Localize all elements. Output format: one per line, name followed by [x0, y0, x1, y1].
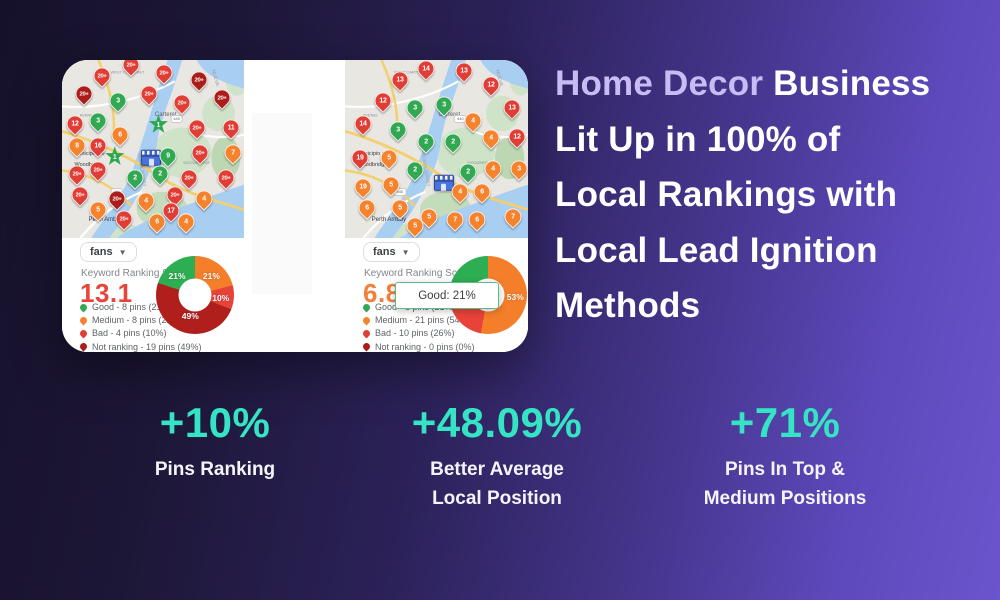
ranking-summary-before: fans ▼ Keyword Ranking Score 13.1 Good -… [62, 238, 244, 352]
legend-label: Medium - 8 pins (21%) [92, 315, 183, 326]
legend-item: Bad - 10 pins (26%) [361, 328, 475, 339]
headline-text: Lit Up in 100% of [555, 119, 841, 159]
legend-label: Bad - 4 pins (10%) [92, 328, 167, 339]
headline-text: Business [763, 64, 931, 103]
headline-line: Lit Up in 100% of [555, 112, 985, 168]
legend-pin-icon [78, 341, 89, 352]
chart-tooltip: Good: 21% [395, 282, 499, 309]
comparison-card: WEST CARTERETNUEVAAVENELCarteretMunicipi… [62, 60, 528, 352]
kpi-stat-0: +10% Pins Ranking [70, 399, 360, 484]
map-panel-before: WEST CARTERETNUEVAAVENELCarteretMunicipi… [62, 60, 244, 352]
legend-pin-icon [78, 328, 89, 339]
legend-item: Good - 8 pins (21%) [78, 302, 202, 312]
keyword-dropdown-label: fans [90, 246, 113, 258]
legend-label: Not ranking - 19 pins (49%) [92, 341, 202, 352]
road-shield-badge: 440 [170, 114, 183, 123]
card-divider [244, 60, 345, 352]
kpi-label: Pins Ranking [154, 459, 276, 480]
legend-pin-icon [361, 341, 372, 352]
kpi-stat-2: +71% Pins In Top & Medium Positions [652, 399, 918, 513]
headline-line: Methods [555, 278, 985, 334]
donut-percent-label: 21% [202, 270, 220, 281]
legend-label: Bad - 10 pins (26%) [375, 328, 455, 339]
chevron-down-icon: ▼ [401, 247, 410, 257]
legend-label: Medium - 21 pins (54%) [375, 315, 471, 326]
legend-pin-icon [361, 328, 372, 339]
kpi-row: +10% Pins Ranking +48.09% Better Average Loc… [0, 399, 1000, 539]
geo-grid-map-before[interactable]: WEST CARTERETNUEVAAVENELCarteretMunicipi… [62, 60, 244, 238]
keyword-ranking-score: 6.8 [363, 278, 401, 308]
donut-percent-label: 53% [506, 292, 524, 303]
keyword-dropdown[interactable]: fans ▼ [80, 242, 137, 262]
donut-hole [178, 278, 212, 312]
donut-percent-label: 21% [168, 271, 186, 282]
page-title: Home Decor Business Lit Up in 100% of Loca… [555, 56, 985, 334]
map-panel-after: WEST CARTERET NUEVA AVENEL Carteret Municipi… [345, 60, 528, 352]
legend-item: Not ranking - 0 pins (0%) [361, 341, 475, 352]
headline-line: Home Decor Business [555, 56, 985, 112]
kpi-value: +10% [159, 399, 271, 446]
legend-pin-icon [361, 315, 372, 326]
donut-percent-label: 10% [212, 293, 230, 304]
legend-item: Bad - 4 pins (10%) [78, 328, 202, 339]
score-title: Keyword Ranking Score [81, 268, 189, 279]
kpi-label: Pins In Top & Medium Positions [703, 459, 867, 509]
pin-legend: Good - 8 pins (21%) Medium - 8 pins (21%)… [78, 302, 202, 352]
ranking-summary-after: fans ▼ Keyword Ranking Score 6.8 Good - … [345, 238, 528, 352]
legend-item: Medium - 21 pins (54%) [361, 315, 475, 326]
headline-line: Local Lead Ignition [555, 223, 985, 279]
ranking-donut-chart[interactable]: 21% 21% 10% 49% [156, 256, 234, 334]
legend-item: Medium - 8 pins (21%) [78, 315, 202, 326]
keyword-dropdown-label: fans [373, 246, 396, 258]
keyword-dropdown[interactable]: fans ▼ [363, 242, 420, 262]
legend-label: Not ranking - 0 pins (0%) [375, 341, 475, 352]
business-location-icon[interactable] [141, 149, 162, 166]
kpi-value: +71% [729, 399, 841, 446]
kpi-stat-1: +48.09% Better Average Local Position [358, 399, 636, 513]
geo-grid-map-after[interactable]: WEST CARTERET NUEVA AVENEL Carteret Municipi… [345, 60, 528, 238]
headline-text: Methods [555, 286, 701, 325]
headline-line: Local Rankings with [555, 167, 985, 223]
legend-pin-icon [78, 302, 89, 312]
score-title: Keyword Ranking Score [364, 268, 472, 279]
legend-item: Not ranking - 19 pins (49%) [78, 341, 202, 352]
donut-percent-label: 49% [181, 311, 199, 322]
legend-pin-icon [78, 315, 89, 326]
legend-pin-icon [361, 302, 372, 312]
keyword-ranking-score: 13.1 [80, 278, 133, 308]
chevron-down-icon: ▼ [118, 247, 127, 257]
kpi-label: Better Average Local Position [430, 459, 564, 509]
headline-highlight: Home Decor [555, 64, 764, 103]
legend-label: Good - 8 pins (21%) [92, 302, 173, 312]
kpi-value: +48.09% [411, 399, 583, 446]
headline-text: Local Rankings with [555, 175, 898, 214]
headline-text: Local Lead Ignition [555, 230, 878, 270]
